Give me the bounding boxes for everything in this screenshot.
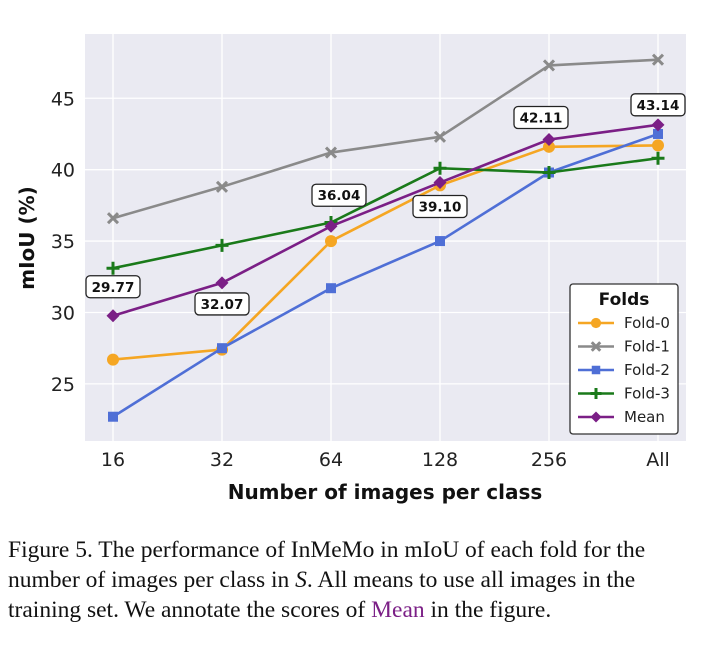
point-fold-3 bbox=[215, 238, 229, 252]
series-line-fold-1 bbox=[112, 58, 659, 220]
legend-marker bbox=[590, 411, 602, 423]
x-axis-label: Number of images per class bbox=[228, 480, 543, 504]
series-line-fold-3 bbox=[112, 156, 659, 270]
y-tick-label: 40 bbox=[51, 160, 75, 182]
x-tick-label: 64 bbox=[319, 449, 343, 471]
x-tick-label: 32 bbox=[210, 449, 234, 471]
annotation-box bbox=[513, 105, 569, 130]
legend-marker bbox=[590, 341, 602, 352]
mean-annotation: 32.07 bbox=[194, 292, 250, 316]
line-chart: 25 30 35 40 45 16 32 64 128 256 All mIoU (%) Numb… bbox=[15, 34, 686, 504]
series-group bbox=[106, 53, 665, 422]
point-fold-1 bbox=[106, 212, 120, 225]
point-fold-3 bbox=[106, 261, 120, 275]
chart-figure: 25 30 35 40 45 16 32 64 128 256 All mIoU (%) Numb… bbox=[15, 34, 686, 504]
annotation-label: 36.04 bbox=[318, 188, 361, 204]
y-axis-label: mIoU (%) bbox=[15, 186, 39, 290]
x-tick-label: 128 bbox=[422, 449, 458, 471]
x-tick-label: 256 bbox=[531, 449, 567, 471]
point-mean bbox=[651, 118, 665, 132]
y-tick-label: 25 bbox=[51, 374, 75, 396]
mean-annotation: 42.11 bbox=[513, 105, 569, 130]
annotation-label: 43.14 bbox=[637, 98, 680, 114]
point-mean bbox=[433, 176, 447, 190]
point-mean bbox=[215, 276, 229, 290]
point-fold-3 bbox=[433, 161, 447, 175]
caption-mean-highlight: Mean bbox=[371, 597, 425, 623]
legend-title: Folds bbox=[599, 290, 650, 310]
annotation-label: 39.10 bbox=[419, 200, 462, 216]
mean-annotation: 36.04 bbox=[311, 183, 367, 207]
mean-annotation: 39.10 bbox=[412, 194, 468, 219]
point-fold-1 bbox=[324, 146, 338, 159]
y-tick-label: 45 bbox=[51, 88, 75, 110]
annotation-box bbox=[412, 194, 468, 219]
legend-label: Fold-0 bbox=[624, 314, 670, 332]
point-fold-0 bbox=[325, 235, 337, 248]
caption-middle: . All means to use all images in the tra… bbox=[8, 567, 636, 623]
series-line-mean bbox=[112, 123, 659, 318]
legend-item-fold-1: Fold-1 bbox=[578, 338, 670, 356]
point-fold-1 bbox=[215, 180, 229, 193]
legend-item-fold-2: Fold-2 bbox=[578, 361, 670, 379]
point-fold-2 bbox=[653, 128, 663, 139]
annotation-box bbox=[194, 292, 250, 316]
point-fold-0 bbox=[543, 140, 555, 153]
legend: Folds Fold-0 Fold-1 Fold-2 Fold-3 Mean bbox=[569, 283, 679, 435]
mean-annotations: 29.77 32.07 36.04 39.10 42.11 43.14 bbox=[85, 93, 686, 316]
point-fold-0 bbox=[652, 139, 664, 152]
figure-caption: Figure 5. The performance of InMeMo in m… bbox=[8, 535, 708, 625]
annotation-box bbox=[630, 93, 686, 117]
series-line-fold-0 bbox=[112, 144, 659, 361]
y-tick-label: 30 bbox=[51, 302, 75, 324]
legend-item-fold-0: Fold-0 bbox=[578, 314, 670, 332]
point-fold-1 bbox=[433, 130, 447, 143]
series-mean bbox=[106, 118, 665, 323]
legend-label: Fold-2 bbox=[624, 361, 670, 379]
legend-marker bbox=[591, 365, 601, 375]
point-fold-1 bbox=[651, 53, 665, 66]
annotation-label: 32.07 bbox=[201, 297, 244, 313]
point-fold-3 bbox=[542, 166, 556, 180]
point-fold-2 bbox=[326, 283, 336, 294]
point-fold-0 bbox=[107, 353, 119, 366]
annotation-box bbox=[311, 183, 367, 207]
legend-label: Mean bbox=[624, 408, 665, 426]
y-tick-labels: 25 30 35 40 45 bbox=[51, 88, 75, 396]
caption-math-symbol: S bbox=[295, 567, 307, 593]
x-tick-labels: 16 32 64 128 256 All bbox=[101, 449, 670, 471]
caption-suffix: in the figure. bbox=[424, 597, 552, 623]
point-mean bbox=[542, 133, 556, 147]
annotation-label: 42.11 bbox=[520, 111, 563, 127]
annotation-label: 29.77 bbox=[92, 280, 135, 296]
series-line-fold-2 bbox=[112, 132, 659, 418]
point-fold-2 bbox=[217, 343, 227, 354]
legend-item-mean: Mean bbox=[578, 408, 665, 426]
legend-marker bbox=[590, 387, 602, 400]
point-mean bbox=[106, 309, 120, 323]
point-mean bbox=[324, 219, 338, 233]
x-tick-label: All bbox=[646, 449, 670, 471]
legend-item-fold-3: Fold-3 bbox=[578, 385, 670, 403]
legend-label: Fold-1 bbox=[624, 338, 670, 356]
caption-prefix: Figure 5. The performance of InMeMo in m… bbox=[8, 537, 646, 593]
mean-annotation: 29.77 bbox=[85, 275, 141, 299]
point-fold-1 bbox=[542, 59, 556, 72]
point-fold-3 bbox=[651, 151, 665, 165]
point-fold-2 bbox=[108, 411, 118, 422]
y-tick-label: 35 bbox=[51, 231, 75, 253]
legend-marker bbox=[590, 317, 602, 329]
x-tick-label: 16 bbox=[101, 449, 125, 471]
legend-label: Fold-3 bbox=[624, 385, 670, 403]
mean-annotation: 43.14 bbox=[630, 93, 686, 117]
point-fold-2 bbox=[435, 236, 445, 247]
series-fold-1 bbox=[106, 53, 665, 225]
annotation-box bbox=[85, 275, 141, 299]
